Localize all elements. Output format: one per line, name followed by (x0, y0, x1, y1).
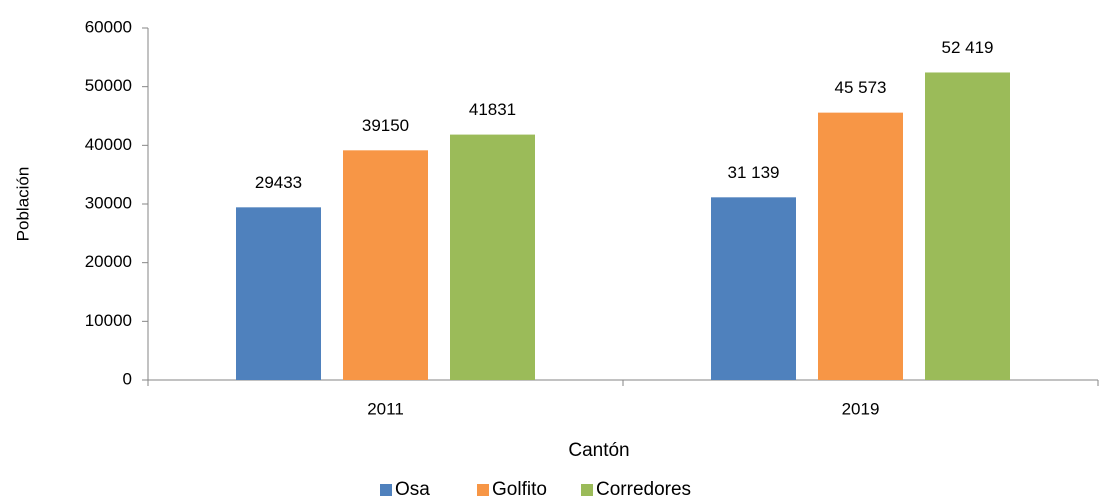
x-tick-label: 2019 (842, 399, 880, 418)
legend-swatch (581, 484, 593, 496)
y-axis-title: Población (13, 167, 32, 242)
legend-swatch (380, 484, 392, 496)
bar (925, 72, 1010, 381)
bar (236, 207, 321, 380)
bar (818, 112, 903, 380)
bar (711, 197, 796, 380)
y-tick-label: 30000 (85, 193, 132, 212)
data-label: 29433 (255, 173, 302, 192)
y-tick-label: 0 (123, 369, 132, 388)
data-label: 31 139 (728, 163, 780, 182)
legend-swatch (477, 484, 489, 496)
data-label: 39150 (362, 116, 409, 135)
y-tick-label: 10000 (85, 311, 132, 330)
x-axis-title: Cantón (568, 440, 629, 461)
legend-label: Corredores (596, 479, 691, 499)
x-tick-label: 2011 (367, 399, 404, 418)
legend-label: Golfito (492, 479, 547, 499)
bar (343, 150, 428, 380)
legend-label: Osa (395, 479, 430, 499)
data-label: 52 419 (942, 38, 994, 57)
data-label: 45 573 (835, 78, 887, 97)
bar (450, 134, 535, 380)
y-tick-label: 60000 (85, 17, 132, 36)
y-tick-label: 50000 (85, 76, 132, 95)
data-label: 41831 (469, 100, 516, 119)
y-tick-label: 20000 (85, 252, 132, 271)
y-tick-label: 40000 (85, 135, 132, 154)
